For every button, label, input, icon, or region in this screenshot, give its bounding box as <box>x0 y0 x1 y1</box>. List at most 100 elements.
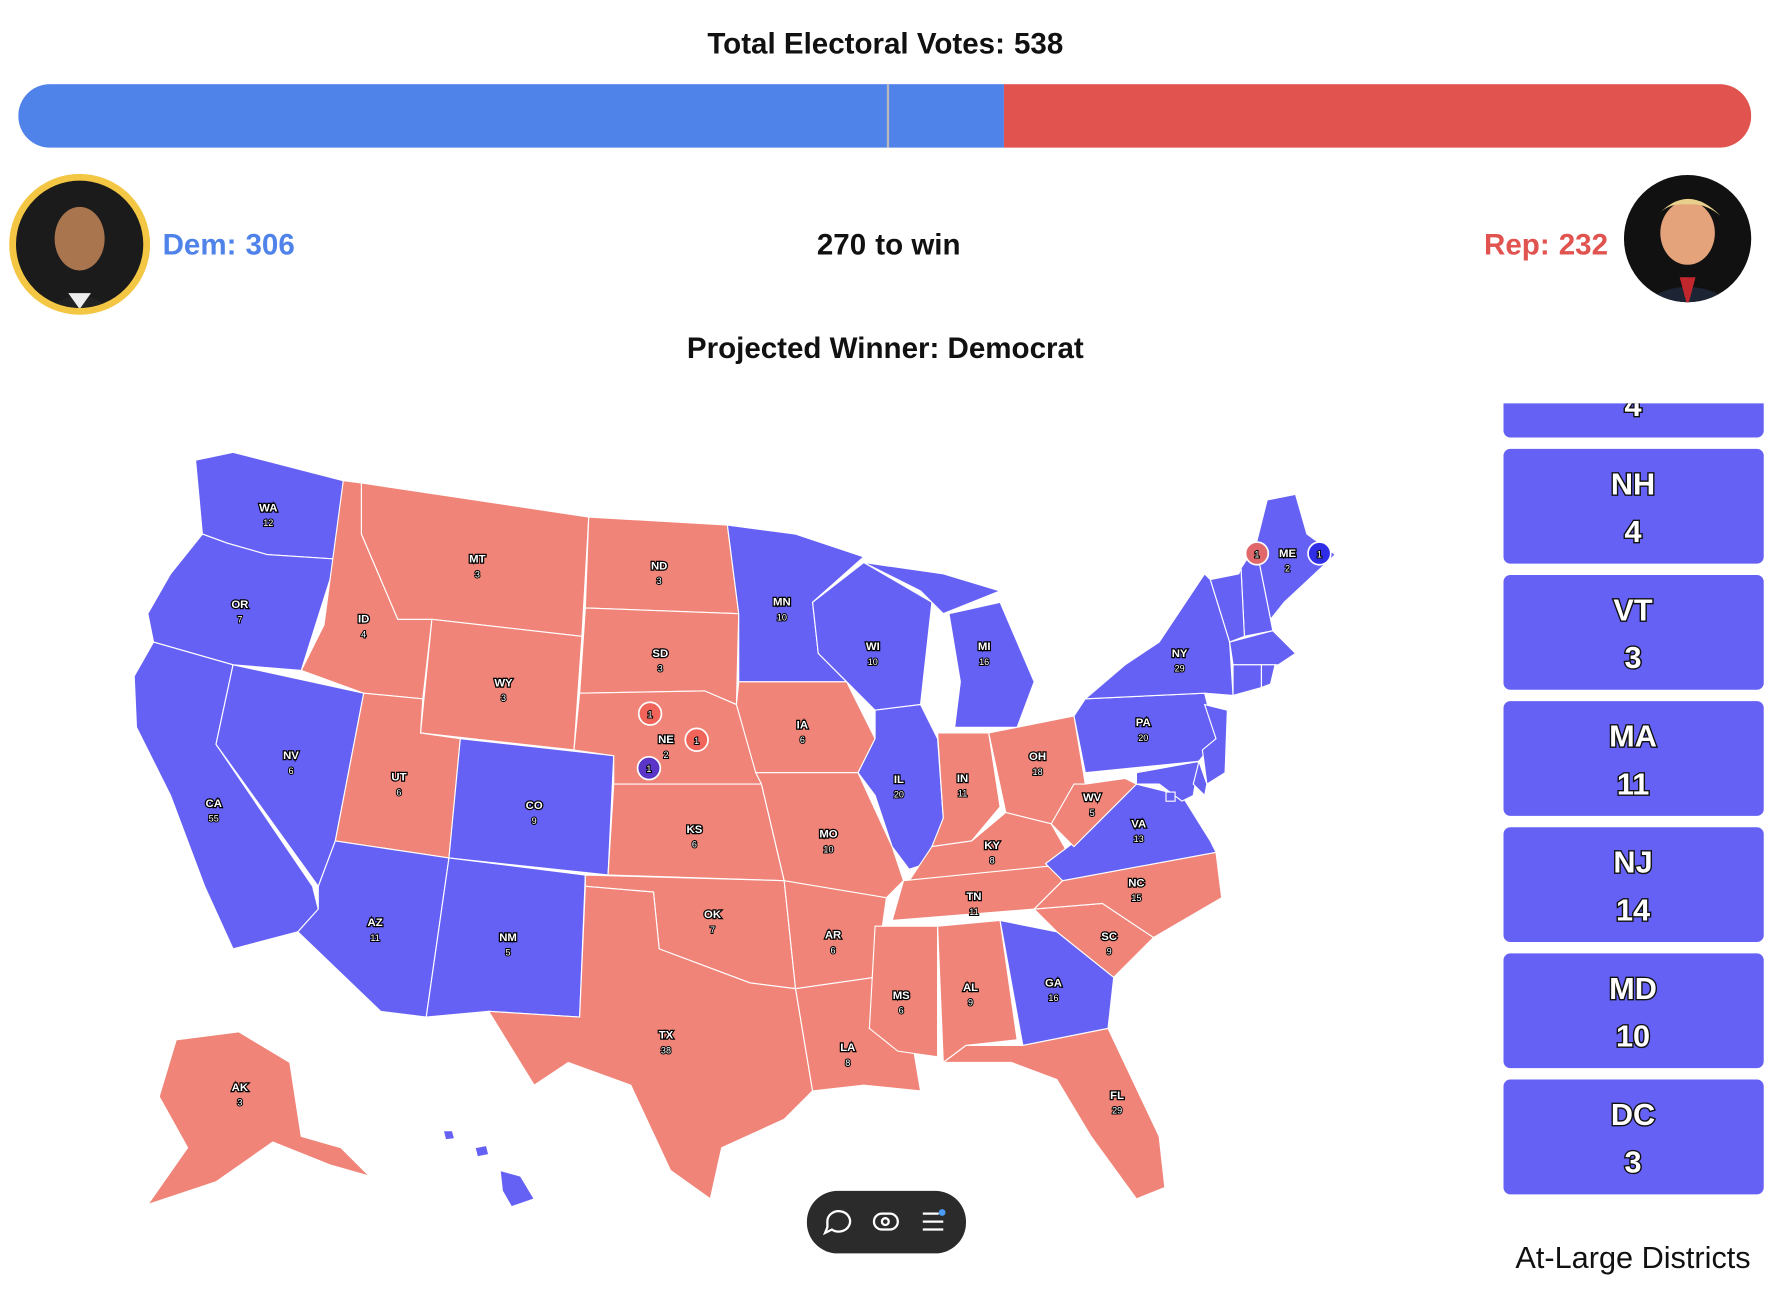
state-abbr: ID <box>358 614 369 626</box>
district-marker <box>1244 541 1270 566</box>
sidebar-abbr: NH <box>1611 466 1655 501</box>
state-ev: 16 <box>979 657 989 667</box>
threshold-value: 270 <box>817 229 866 262</box>
state-ev: 38 <box>661 1045 671 1055</box>
state[interactable] <box>868 925 939 1058</box>
rep-label: Rep: <box>1484 229 1550 262</box>
state-abbr: KY <box>984 840 1000 852</box>
sidebar-item[interactable]: NJ 14 <box>1503 827 1764 943</box>
rep-votes: 232 <box>1559 229 1608 262</box>
state[interactable] <box>937 919 1018 1064</box>
state-ev: 13 <box>1134 834 1144 844</box>
sidebar-ev: 11 <box>1617 766 1649 801</box>
state-ev: 3 <box>657 576 662 586</box>
small-state[interactable] <box>1209 567 1245 643</box>
state[interactable] <box>1050 777 1138 848</box>
state-abbr: SD <box>652 648 668 660</box>
small-state[interactable] <box>1228 630 1297 666</box>
state[interactable] <box>499 1169 536 1208</box>
sidebar-item[interactable]: VT 3 <box>1503 575 1764 690</box>
state[interactable] <box>1083 572 1234 700</box>
state[interactable] <box>442 1130 456 1141</box>
sidebar-card <box>1503 1079 1764 1195</box>
district-marker <box>637 701 663 726</box>
state-ev: 6 <box>692 840 697 850</box>
menu-button[interactable] <box>922 1209 946 1231</box>
dem-bar <box>18 84 1004 148</box>
dem-avatar <box>9 173 151 315</box>
winner: Projected Winner: Democrat <box>687 332 1084 365</box>
state-ev: 18 <box>1033 767 1043 777</box>
sidebar-item[interactable]: NH 4 <box>1503 448 1764 564</box>
state-ev: 11 <box>370 933 379 943</box>
state-ev: 3 <box>237 1098 242 1108</box>
state[interactable] <box>1260 664 1276 689</box>
state-ev: 10 <box>823 844 833 854</box>
state-ev: 11 <box>958 789 967 799</box>
threshold-label: to win <box>875 229 960 262</box>
state-ev: 15 <box>1131 893 1141 903</box>
state[interactable] <box>863 561 1002 615</box>
sidebar-item[interactable]: DC 3 <box>1503 1079 1764 1195</box>
district-value: 1 <box>648 710 653 720</box>
district-value: 1 <box>646 764 651 774</box>
comment-button[interactable] <box>822 1210 852 1236</box>
state-ev: 2 <box>663 750 668 760</box>
state[interactable] <box>147 533 338 672</box>
view-button[interactable] <box>872 1212 899 1231</box>
state-abbr: GA <box>1045 977 1062 989</box>
sidebar-abbr: DC <box>1611 1097 1655 1132</box>
us-map[interactable] <box>133 451 1337 1208</box>
state-abbr: MI <box>978 641 991 653</box>
state-ev: 6 <box>831 945 836 955</box>
sidebar-item[interactable]: 4 <box>1503 323 1764 438</box>
state-abbr: KS <box>687 824 703 836</box>
state[interactable] <box>857 703 944 870</box>
state-ev: 3 <box>501 693 506 703</box>
state-abbr: AR <box>825 930 841 942</box>
state[interactable] <box>941 1027 1166 1200</box>
toolbar <box>806 1190 966 1254</box>
state-ev: 6 <box>288 766 293 776</box>
sidebar-ev: 4 <box>1625 388 1642 423</box>
state[interactable] <box>999 919 1115 1047</box>
sidebar-card <box>1503 953 1764 1069</box>
state-abbr: AK <box>232 1082 249 1094</box>
state-ev: 5 <box>506 948 511 958</box>
state-ev: 5 <box>1090 808 1095 818</box>
state-ev: 20 <box>894 790 904 800</box>
state-ev: 10 <box>777 612 787 622</box>
district-value: 1 <box>694 736 699 746</box>
state-abbr: MT <box>469 554 485 566</box>
state-ev: 12 <box>263 518 273 528</box>
state-abbr: SC <box>1101 931 1117 943</box>
state-ev: 4 <box>361 630 366 640</box>
state-abbr: IL <box>894 774 904 786</box>
state-abbr: NM <box>499 932 517 944</box>
sidebar-item[interactable]: MD 10 <box>1503 953 1764 1069</box>
state-abbr: MN <box>773 597 791 609</box>
small-state[interactable] <box>1165 791 1176 802</box>
state[interactable] <box>1192 759 1208 797</box>
state-abbr: OR <box>231 599 248 611</box>
sidebar-card <box>1503 827 1764 943</box>
sidebar: 4 NH 4 VT 3 MA 11 NJ 14 MD 10 DC 3 <box>1503 323 1764 1195</box>
sidebar-abbr: NJ <box>1613 845 1652 880</box>
state-abbr: VA <box>1131 818 1146 830</box>
state-abbr: LA <box>840 1042 855 1054</box>
state-abbr: OH <box>1029 751 1046 763</box>
state-ev: 7 <box>237 615 242 625</box>
district-marker <box>636 755 662 781</box>
state[interactable] <box>487 885 814 1200</box>
sidebar-card <box>1503 701 1764 816</box>
state[interactable] <box>948 601 1035 728</box>
sidebar-item[interactable]: MA 11 <box>1503 701 1764 816</box>
sidebar-caption: At-Large Districts <box>1515 1240 1750 1275</box>
state[interactable] <box>1232 664 1263 697</box>
state[interactable] <box>146 1031 372 1206</box>
state-ev: 16 <box>1048 993 1058 1003</box>
state[interactable] <box>474 1144 490 1158</box>
sidebar-abbr: MD <box>1609 971 1657 1006</box>
